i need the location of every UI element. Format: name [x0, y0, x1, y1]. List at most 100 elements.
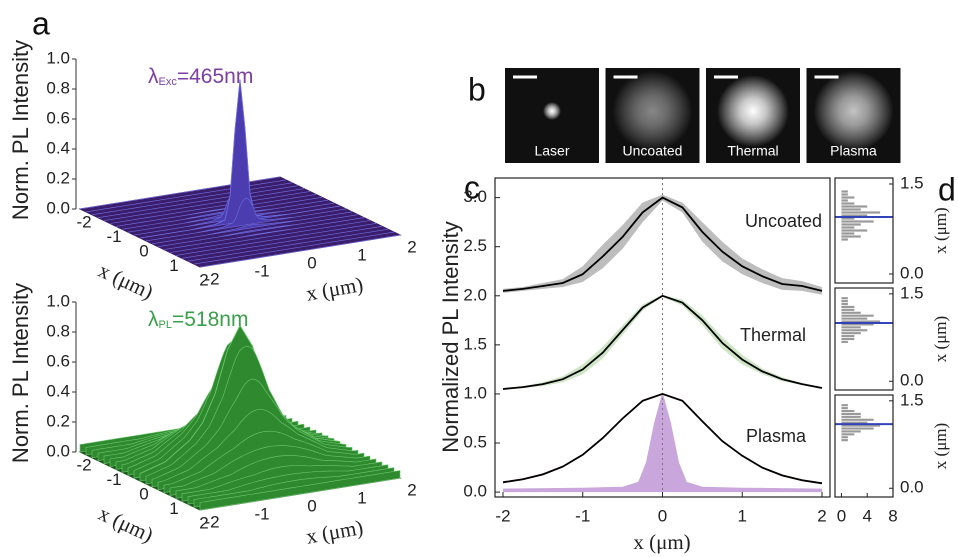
hist-bar — [841, 410, 854, 412]
x-axis-title: x (μm) — [304, 515, 365, 549]
hist-bar — [841, 199, 847, 201]
hist-bar — [841, 436, 847, 438]
hist-bar — [841, 220, 873, 222]
annotation: λExc=465nm — [148, 65, 253, 88]
hist-bar — [841, 205, 867, 207]
z-tick-label: 0.6 — [46, 108, 70, 127]
z-tick-label: 0.4 — [46, 381, 70, 400]
image-label: Thermal — [727, 143, 778, 159]
y-tick-label: 0.0 — [900, 478, 924, 497]
hist-bar — [841, 404, 847, 406]
z-tick-label: 0.2 — [46, 168, 70, 187]
y-tick-label: 1.5 — [900, 283, 924, 302]
hist-bar — [841, 338, 854, 340]
z-tick-label: 0.8 — [46, 321, 70, 340]
z-tick-label: 0.2 — [46, 411, 70, 430]
image-label: Plasma — [830, 143, 877, 159]
y-tick-label: 0 — [139, 241, 148, 260]
y-tick-label: 1.5 — [900, 390, 924, 409]
figure: a b c d LaserUncoatedThermalPlasma0.00.2… — [0, 0, 958, 557]
z-tick-label: 1.0 — [46, 48, 70, 67]
y-tick-label: 1 — [169, 256, 178, 275]
hist-bar — [841, 439, 847, 441]
annotation-symbol: λ — [148, 308, 159, 331]
annotation-symbol: λ — [148, 65, 159, 88]
spot — [814, 71, 894, 151]
hist-bar — [841, 433, 854, 435]
y-tick-label: 0.0 — [463, 482, 487, 501]
y-tick-label: 1.5 — [900, 173, 924, 192]
hist-bar — [841, 312, 860, 314]
hist-bar — [841, 303, 847, 305]
hist-bar — [841, 407, 847, 409]
panel-label: d — [938, 171, 956, 207]
series-label: Thermal — [740, 325, 806, 345]
hist-bar — [841, 332, 860, 334]
annotation-sub: Exc — [159, 76, 178, 88]
x-tick-label: 0 — [837, 506, 846, 525]
y-tick-label: 2.5 — [463, 236, 487, 255]
annotation-text: =465nm — [177, 65, 253, 88]
z-tick-label: 0.0 — [46, 441, 70, 460]
x-tick-label: -2 — [495, 506, 510, 525]
image-label: Uncoated — [623, 143, 683, 159]
z-axis-title: Norm. PL Intensity — [8, 283, 33, 463]
hist-bar — [841, 226, 854, 228]
x-tick-label: 1 — [738, 506, 747, 525]
y-tick-label: 0 — [139, 484, 148, 503]
panel-label: a — [32, 5, 50, 41]
y-axis-title: x (μm) — [931, 316, 950, 362]
hist-bar — [841, 413, 860, 415]
x-tick-label: 1 — [357, 245, 366, 264]
hist-bar — [841, 190, 847, 192]
y-tick-label: 1 — [169, 499, 178, 518]
hist-bar — [841, 335, 854, 337]
y-axis-title: x (μm) — [95, 501, 157, 547]
hist-bar — [841, 341, 847, 343]
hist-bar — [841, 416, 860, 418]
x-tick-label: 2 — [817, 506, 826, 525]
y-tick-label: 1.5 — [463, 334, 487, 353]
x-tick-label: -2 — [204, 269, 219, 288]
hist-bar — [841, 297, 847, 299]
annotation-sub: PL — [159, 319, 172, 331]
z-axis-title: Norm. PL Intensity — [8, 40, 33, 220]
hist-bar — [841, 318, 867, 320]
x-tick-label: -1 — [254, 504, 269, 523]
z-tick-label: 0.8 — [46, 78, 70, 97]
series-label: Plasma — [746, 426, 807, 446]
spot — [543, 102, 561, 120]
y-axis-title: Normalized PL Intensity — [438, 221, 463, 453]
x-tick-label: -2 — [204, 512, 219, 531]
y-tick-label: 3.0 — [463, 187, 487, 206]
hist-bar — [841, 315, 873, 317]
y-axis-title: x (μm) — [95, 258, 157, 304]
x-axis-title: x (μm) — [633, 530, 690, 554]
z-tick-label: 0.0 — [46, 198, 70, 217]
annotation: λPL=518nm — [148, 308, 248, 331]
x-tick-label: 2 — [407, 237, 416, 256]
hist-bar — [841, 223, 860, 225]
y-tick-label: -1 — [106, 470, 121, 489]
hist-bar — [841, 430, 860, 432]
x-axis-title: x (μm) — [304, 272, 365, 306]
spot — [717, 75, 789, 147]
z-tick-label: 0.4 — [46, 138, 70, 157]
hist-bar — [841, 232, 854, 234]
hist-bar — [841, 235, 860, 237]
spot — [613, 71, 693, 151]
hist-bar — [841, 309, 854, 311]
hist-bar — [841, 196, 854, 198]
x-tick-label: -1 — [575, 506, 590, 525]
x-tick-label: -1 — [254, 261, 269, 280]
hist-bar — [841, 326, 860, 328]
z-tick-label: 0.6 — [46, 351, 70, 370]
y-tick-label: 0.0 — [900, 371, 924, 390]
y-axis-title: x (μm) — [931, 207, 950, 253]
panel-label: b — [468, 71, 486, 107]
y-tick-label: -2 — [76, 455, 91, 474]
x-tick-label: 8 — [888, 506, 897, 525]
hist-bar — [841, 238, 847, 240]
image-label: Laser — [534, 143, 569, 159]
y-tick-label: -1 — [106, 227, 121, 246]
